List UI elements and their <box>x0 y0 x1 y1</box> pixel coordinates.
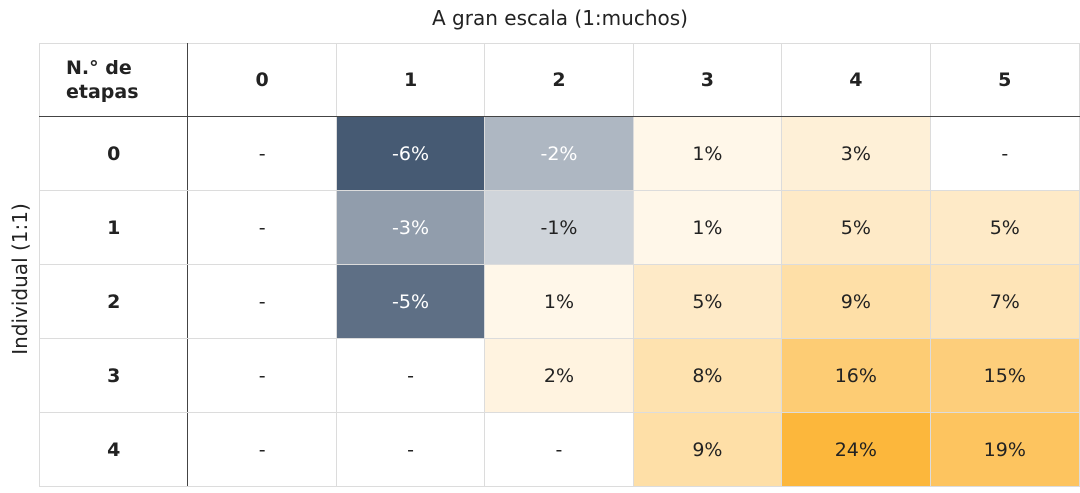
column-header: 0 <box>187 43 337 117</box>
column-header: 1 <box>335 43 486 117</box>
heatmap-cell: 5% <box>632 264 783 339</box>
heatmap-cell: -6% <box>335 116 486 191</box>
column-header-row: N.° de etapas 0 1 2 3 4 5 <box>38 43 1080 117</box>
column-header: 5 <box>929 43 1080 117</box>
row-header: 1 <box>38 190 189 265</box>
heatmap-cell: -5% <box>335 264 486 339</box>
column-header: 2 <box>484 43 634 117</box>
heatmap-cell: - <box>335 412 486 487</box>
row-header: 4 <box>38 412 189 487</box>
heatmap-cell: 1% <box>632 190 783 265</box>
row-header: 3 <box>38 338 189 413</box>
heatmap-cell: -3% <box>335 190 486 265</box>
table-row: 4- - -9% 24% 19% <box>38 412 1080 487</box>
heatmap-cell: 1% <box>484 264 634 339</box>
heatmap-cell: -2% <box>484 116 634 191</box>
row-header: 0 <box>38 116 189 191</box>
row-header: 2 <box>38 264 189 339</box>
heatmap-cell: 5% <box>781 190 931 265</box>
heatmap-cell: - <box>187 412 337 487</box>
heatmap-cell: 3% <box>781 116 931 191</box>
heatmap-cell: - <box>187 190 337 265</box>
heatmap-cell: - <box>187 116 337 191</box>
heatmap-cell: 8% <box>632 338 783 413</box>
corner-label: N.° de etapas <box>38 43 189 117</box>
table-row: 2- -5% 1% 5% 9% 7% <box>38 264 1080 339</box>
column-header: 3 <box>632 43 783 117</box>
heatmap-cell: 5% <box>929 190 1080 265</box>
heatmap-cell: -1% <box>484 190 634 265</box>
heatmap-cell: 16% <box>781 338 931 413</box>
heatmap-table: N.° de etapas 0 1 2 3 4 5 0- -6% -2% 1% 3% -1… <box>38 43 1080 487</box>
heatmap-cell: 19% <box>929 412 1080 487</box>
chart-title: A gran escala (1:muchos) <box>432 6 688 30</box>
table-row: 1- -3% -1% 1% 5% 5% <box>38 190 1080 265</box>
heatmap-cell: - <box>929 116 1080 191</box>
heatmap-cell: - <box>187 264 337 339</box>
heatmap-cell: 1% <box>632 116 783 191</box>
heatmap-cell: - <box>484 412 634 487</box>
column-header: 4 <box>781 43 931 117</box>
heatmap-cell: 24% <box>781 412 931 487</box>
heatmap-cell: 15% <box>929 338 1080 413</box>
heatmap-cell: 9% <box>781 264 931 339</box>
table-row: 3- -2% 8% 16% 15% <box>38 338 1080 413</box>
heatmap-cell: - <box>187 338 337 413</box>
heatmap-cell: - <box>335 338 486 413</box>
heatmap-cell: 7% <box>929 264 1080 339</box>
heatmap-cell: 2% <box>484 338 634 413</box>
y-axis-label: Individual (1:1) <box>8 203 32 355</box>
table-row: 0- -6% -2% 1% 3% - <box>38 116 1080 191</box>
heatmap-cell: 9% <box>632 412 783 487</box>
